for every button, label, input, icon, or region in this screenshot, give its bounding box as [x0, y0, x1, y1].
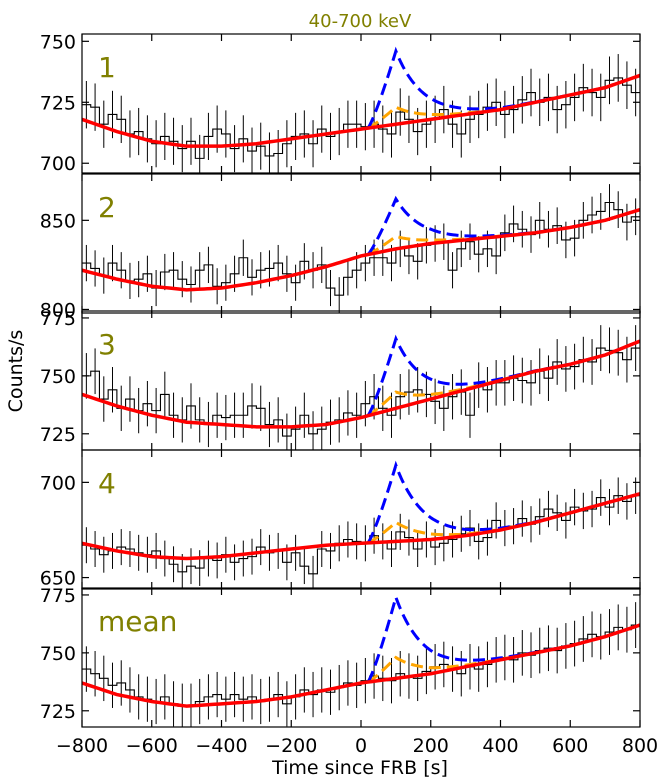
panel-4: 650 700 4 [40, 449, 641, 590]
y-axis-label: Counts/s [5, 330, 27, 413]
x-axis-label: Time since FRB [s] [271, 757, 448, 779]
panel-1: 700 725 750 1 [40, 31, 641, 175]
panel-4-plot-area [82, 460, 640, 589]
y-tick-label: 750 [40, 643, 76, 665]
y-tick-label: 750 [40, 366, 76, 388]
y-tick-label: 700 [40, 472, 76, 494]
panel-3-plot-area [82, 325, 640, 450]
y-tick-label: 800 [40, 299, 76, 321]
x-tick-label: −200 [265, 735, 317, 757]
panel-5-blue-model [366, 592, 640, 683]
panel-3-blue-model [366, 334, 640, 417]
panel-3-histogram [82, 347, 640, 437]
panel-2-label: 2 [98, 191, 116, 224]
panel-4-data [82, 477, 640, 589]
y-tick-label: 750 [40, 31, 76, 53]
panel-1-plot-area [82, 46, 640, 173]
y-tick-label: 725 [40, 92, 76, 114]
panel-2-frame [81, 173, 641, 314]
panel-5: 725 750 775 mean [40, 585, 641, 728]
panel-2: 800 850 2 [40, 173, 641, 321]
panel-3: 725 750 775 3 [40, 308, 641, 451]
panel-1-background-model [82, 73, 640, 148]
y-tick-label: 850 [40, 210, 76, 232]
panel-5-label: mean [98, 605, 177, 638]
x-axis: −800 −600 −400 −200 0 200 400 600 800 [56, 735, 658, 757]
x-tick-label: 800 [622, 735, 658, 757]
x-tick-label: 200 [413, 735, 449, 757]
y-tick-label: 775 [40, 585, 76, 607]
panel-1-histogram [82, 77, 640, 159]
panel-3-label: 3 [98, 328, 116, 361]
chart-title: 40-700 keV [309, 11, 412, 32]
y-tick-label: 725 [40, 701, 76, 723]
panel-2-background-model [82, 207, 640, 292]
x-tick-label: 0 [355, 735, 367, 757]
panel-4-frame [81, 449, 641, 590]
x-tick-label: −600 [126, 735, 178, 757]
x-tick-label: 600 [552, 735, 588, 757]
panel-3-frame [81, 310, 641, 451]
y-tick-label: 700 [40, 153, 76, 175]
panel-1-label: 1 [98, 51, 116, 84]
panel-4-histogram [82, 495, 640, 575]
panel-2-plot-area [82, 184, 640, 313]
panel-1-frame [81, 33, 641, 174]
panel-1-data [82, 54, 640, 173]
panel-4-label: 4 [98, 467, 116, 500]
panel-2-histogram [82, 201, 640, 296]
panel-2-data [82, 184, 640, 313]
panel-3-data [82, 325, 640, 450]
y-tick-label: 775 [40, 308, 76, 330]
x-tick-label: −400 [195, 735, 247, 757]
y-tick-label: 725 [40, 424, 76, 446]
panel-5-plot-area [82, 592, 640, 727]
x-tick-label: −800 [56, 735, 108, 757]
y-tick-label: 650 [40, 568, 76, 590]
panel-4-background-model [82, 492, 640, 561]
panel-3-background-model [82, 339, 640, 429]
panels-group: 700 725 750 1 800 850 2 725 750 775 3 650 700 4 725 750… [40, 31, 641, 728]
x-tick-label: 400 [482, 735, 518, 757]
panel-5-background-model [82, 623, 640, 708]
